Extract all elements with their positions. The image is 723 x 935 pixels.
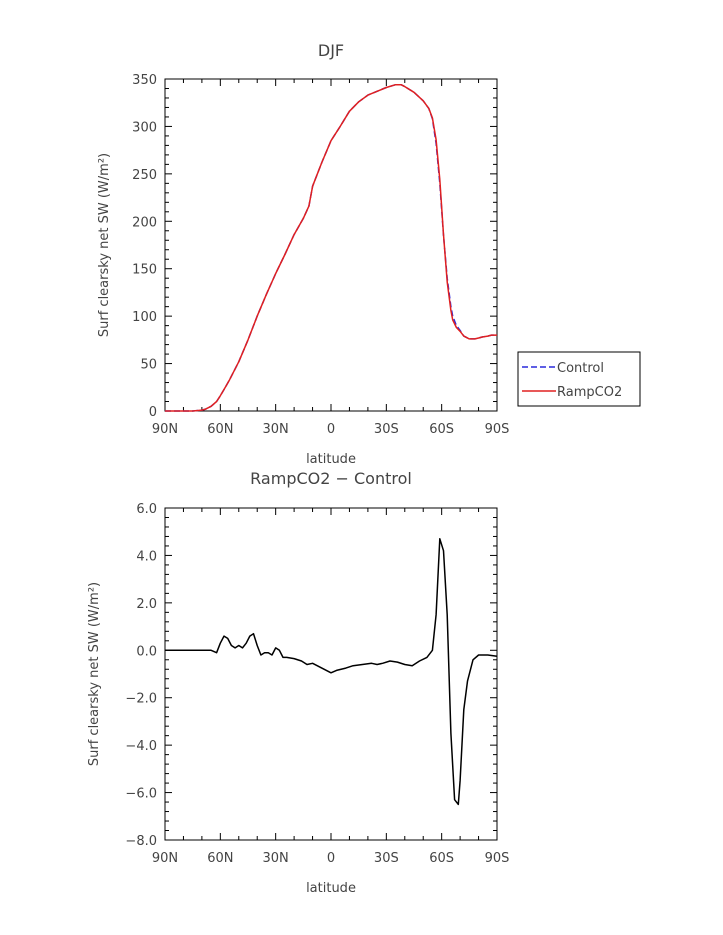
x-tick-label: 90S	[485, 851, 510, 866]
y-tick-label: −2.0	[125, 692, 157, 707]
x-tick-label: 60N	[207, 851, 233, 866]
y-tick-label: 50	[140, 358, 157, 373]
y-tick-label: 4.0	[136, 549, 157, 564]
legend-box	[517, 351, 641, 407]
legend-label: RampCO2	[557, 385, 622, 400]
y-tick-label: 150	[132, 263, 157, 278]
x-tick-label: 90S	[485, 422, 510, 437]
y-tick-label: −8.0	[125, 834, 157, 849]
y-axis-label: Surf clearsky net SW (W/m²)	[97, 153, 112, 337]
x-tick-label: 30N	[263, 851, 289, 866]
y-tick-label: 6.0	[136, 502, 157, 517]
chart-title: RampCO2 − Control	[250, 469, 412, 488]
x-axis-label: latitude	[306, 881, 356, 896]
y-tick-label: 250	[132, 168, 157, 183]
legend-label: Control	[557, 361, 604, 376]
x-axis-label: latitude	[306, 452, 356, 467]
x-tick-label: 90N	[152, 851, 178, 866]
y-tick-label: 100	[132, 310, 157, 325]
bottom-chart-panel: RampCO2 − Control 90N 60N 30N 0 30S 60S 90S −8.0…	[87, 469, 509, 896]
y-tick-label: −6.0	[125, 787, 157, 802]
x-tick-label: 0	[327, 851, 335, 866]
top-chart-panel: DJF 90N 60N 30N 0 30S 60S 90S 0 50 100 150 200 250 300…	[97, 41, 641, 467]
x-tick-label: 60S	[429, 851, 454, 866]
chart-title: DJF	[318, 41, 344, 60]
x-tick-label: 30S	[374, 422, 399, 437]
x-tick-label: 30N	[263, 422, 289, 437]
y-tick-label: 0.0	[136, 644, 157, 659]
y-tick-label: 2.0	[136, 597, 157, 612]
y-tick-label: −4.0	[125, 739, 157, 754]
legend: Control RampCO2	[517, 351, 641, 407]
x-tick-label: 30S	[374, 851, 399, 866]
y-tick-label: 200	[132, 215, 157, 230]
x-tick-label: 0	[327, 422, 335, 437]
x-tick-label: 60S	[429, 422, 454, 437]
series-line-control	[165, 83, 497, 412]
series-line-difference	[165, 538, 498, 806]
y-axis-label: Surf clearsky net SW (W/m²)	[87, 582, 102, 766]
y-tick-label: 350	[132, 73, 157, 88]
plot-frame	[164, 78, 498, 412]
plot-frame	[164, 507, 498, 841]
x-tick-label: 60N	[207, 422, 233, 437]
series-line-rampco2	[165, 83, 497, 412]
y-tick-label: 300	[132, 120, 157, 135]
y-tick-label: 0	[149, 405, 157, 420]
x-tick-label: 90N	[152, 422, 178, 437]
